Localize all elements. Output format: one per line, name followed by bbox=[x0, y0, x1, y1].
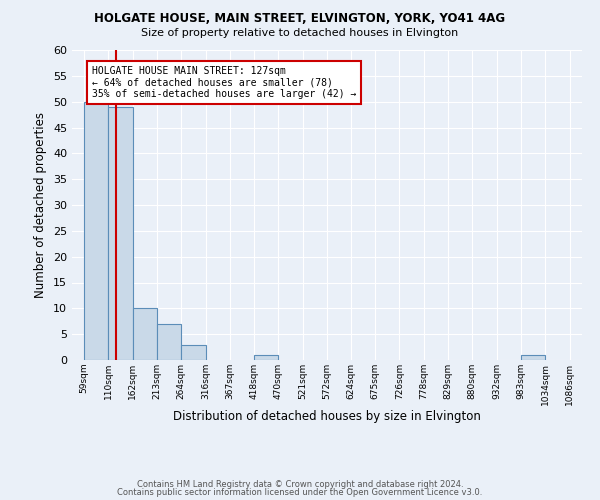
Text: HOLGATE HOUSE, MAIN STREET, ELVINGTON, YORK, YO41 4AG: HOLGATE HOUSE, MAIN STREET, ELVINGTON, Y… bbox=[94, 12, 506, 26]
Bar bbox=[254, 355, 278, 360]
Bar bbox=[181, 344, 206, 360]
Bar bbox=[84, 102, 108, 360]
X-axis label: Distribution of detached houses by size in Elvington: Distribution of detached houses by size … bbox=[173, 410, 481, 424]
Bar bbox=[108, 107, 133, 360]
Text: HOLGATE HOUSE MAIN STREET: 127sqm
← 64% of detached houses are smaller (78)
35% : HOLGATE HOUSE MAIN STREET: 127sqm ← 64% … bbox=[92, 66, 356, 98]
Bar bbox=[521, 355, 545, 360]
Text: Contains public sector information licensed under the Open Government Licence v3: Contains public sector information licen… bbox=[118, 488, 482, 497]
Bar bbox=[157, 324, 181, 360]
Text: Contains HM Land Registry data © Crown copyright and database right 2024.: Contains HM Land Registry data © Crown c… bbox=[137, 480, 463, 489]
Bar bbox=[133, 308, 157, 360]
Text: Size of property relative to detached houses in Elvington: Size of property relative to detached ho… bbox=[142, 28, 458, 38]
Y-axis label: Number of detached properties: Number of detached properties bbox=[34, 112, 47, 298]
